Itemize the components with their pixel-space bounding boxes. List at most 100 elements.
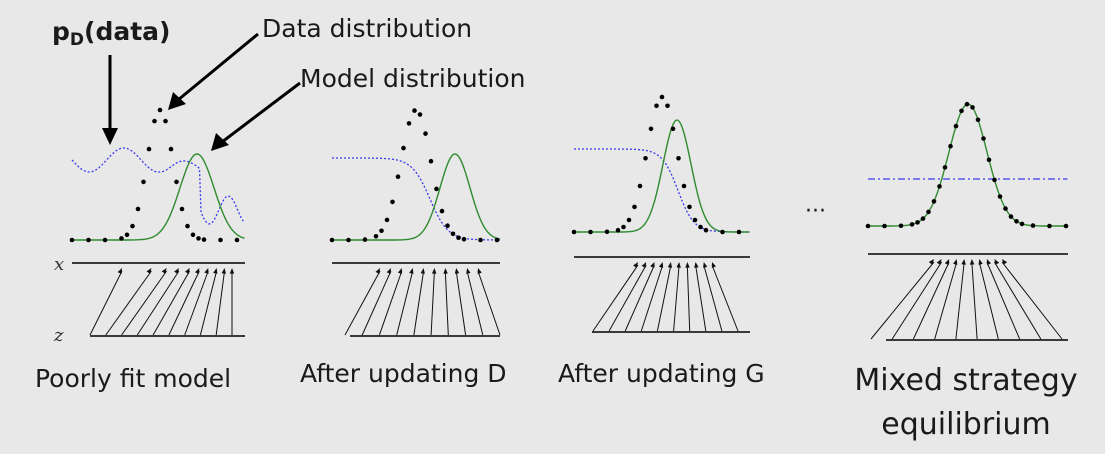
caption-after-updating-d: After updating D <box>300 359 507 388</box>
arrow-head <box>420 268 425 274</box>
mapping-arrow <box>673 264 680 332</box>
data-point <box>439 208 445 214</box>
mapping-arrow <box>986 261 1021 340</box>
mapping-arrow <box>656 264 672 332</box>
data-point <box>621 224 626 230</box>
mapping-arrow <box>413 270 425 336</box>
arrow-head <box>146 268 152 274</box>
arrow-head <box>397 268 403 274</box>
data-point <box>736 229 742 235</box>
data-point <box>234 237 240 243</box>
mapping-arrow <box>430 270 435 336</box>
data-point <box>412 108 417 113</box>
mapping-arrow <box>378 270 403 336</box>
arrow-head <box>195 268 200 274</box>
panel-1 <box>69 107 246 337</box>
arrow-head <box>213 268 218 274</box>
data-point <box>882 223 887 229</box>
arrow-head <box>703 262 708 268</box>
data-point <box>141 179 146 185</box>
data-point <box>395 174 401 179</box>
arrow-head <box>936 259 942 265</box>
arrow-head <box>944 259 950 265</box>
model-curve <box>332 153 501 241</box>
arrow-head <box>986 259 991 265</box>
arrow-head <box>969 259 975 265</box>
data-point <box>196 236 201 241</box>
mapping-arrow <box>608 264 647 332</box>
data-point <box>406 121 412 126</box>
data-point <box>423 131 428 136</box>
mapping-arrow <box>444 270 449 336</box>
mapping-arrow <box>455 270 467 336</box>
data-point <box>390 199 395 205</box>
data-point <box>703 227 709 233</box>
x-axis-label: x <box>54 254 64 275</box>
mapping-arrow <box>640 264 664 332</box>
panel-4 <box>865 101 1069 341</box>
data-point <box>69 237 75 243</box>
data-point <box>953 123 959 129</box>
data-distribution-points <box>329 108 500 243</box>
data-point <box>915 220 920 225</box>
data-point <box>461 236 467 242</box>
data-point <box>179 206 185 212</box>
arrow-head <box>174 268 179 274</box>
caption-poorly-fit-model: Poorly fit model <box>35 364 231 393</box>
arrow-head <box>633 262 638 268</box>
arrow-head <box>650 262 655 268</box>
data-point <box>401 145 406 151</box>
mapping-arrow <box>466 270 484 336</box>
arrow-head <box>409 268 414 274</box>
mapping-arrows <box>344 268 501 336</box>
data-point <box>218 237 223 243</box>
panels <box>69 94 1069 341</box>
arrow-head <box>443 268 448 274</box>
data-distribution-points <box>865 101 1069 229</box>
data-point <box>190 232 196 238</box>
data-point <box>865 223 871 229</box>
pd-label: pD(data) <box>52 17 170 50</box>
data-point <box>909 222 915 227</box>
data-point <box>168 146 174 152</box>
data-point <box>384 217 390 223</box>
data-point <box>981 136 986 141</box>
data-point <box>637 183 643 189</box>
annotation-arrows <box>102 32 301 151</box>
discriminator-curve <box>332 157 500 241</box>
arrow-head <box>204 268 209 274</box>
data-point <box>997 194 1003 199</box>
data-point <box>942 165 948 170</box>
data-point <box>1030 223 1036 228</box>
discriminator-curve <box>71 147 246 225</box>
data-point <box>604 229 610 235</box>
discriminator-curve <box>574 148 750 233</box>
mapping-arrow <box>396 270 414 336</box>
data-point <box>494 237 500 243</box>
data-point <box>86 237 91 243</box>
data-point <box>692 217 698 223</box>
data-point <box>373 234 379 239</box>
arrow-head <box>658 262 664 268</box>
data-point <box>434 186 439 192</box>
mapping-arrow <box>978 261 999 340</box>
mapping-arrow <box>344 270 381 336</box>
mapping-arrow <box>993 261 1042 340</box>
data-point <box>920 216 926 221</box>
arrow-head <box>466 268 471 274</box>
arrow-head <box>117 268 122 274</box>
data-point <box>1014 219 1019 224</box>
mapping-arrow <box>1001 261 1063 340</box>
data-point <box>185 223 190 229</box>
mapping-arrow <box>477 270 501 336</box>
data-point <box>152 118 157 124</box>
arrow-head <box>928 259 934 265</box>
arrow-head <box>641 262 647 268</box>
data-point <box>632 204 637 210</box>
mapping-arrow <box>136 270 180 336</box>
data-point <box>456 235 461 240</box>
data-point <box>948 143 953 149</box>
data-distribution-points <box>69 107 240 243</box>
model-curve <box>574 119 750 233</box>
